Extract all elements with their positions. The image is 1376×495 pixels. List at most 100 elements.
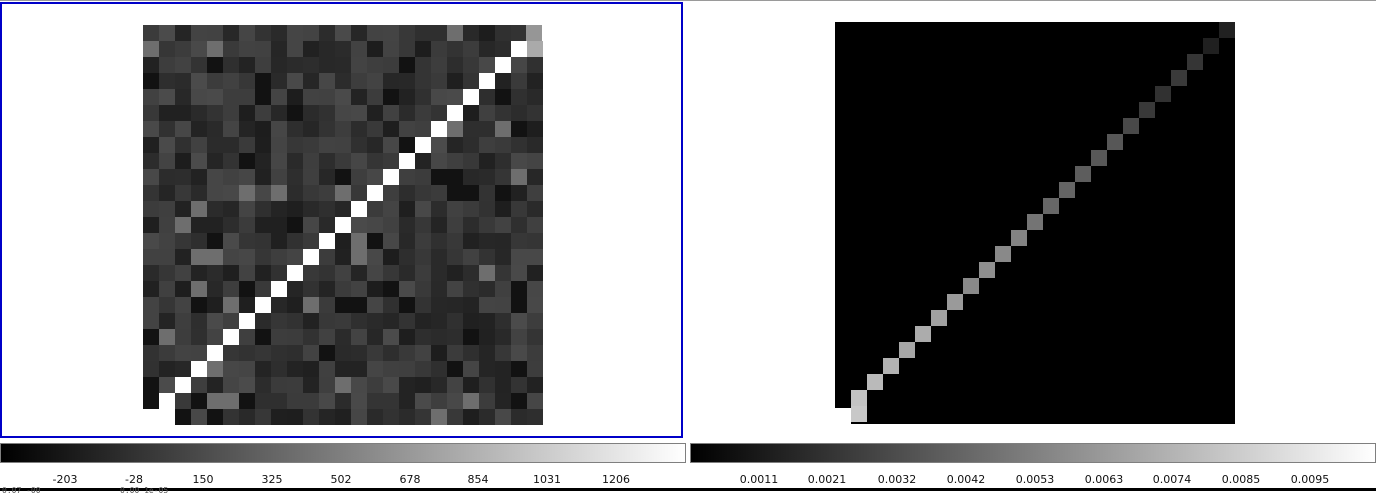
matrix-cell <box>399 249 415 265</box>
matrix-cell <box>159 329 175 345</box>
matrix-cell <box>527 281 543 297</box>
matrix-cell <box>383 393 399 409</box>
matrix-cell <box>143 169 159 185</box>
matrix-cell <box>143 233 159 249</box>
matrix-cell <box>319 185 335 201</box>
matrix-cell <box>287 217 303 233</box>
matrix-cell <box>415 169 431 185</box>
left-colorbar[interactable] <box>0 443 686 463</box>
matrix-cell <box>303 89 319 105</box>
matrix-cell <box>143 377 159 393</box>
matrix-cell <box>415 201 431 217</box>
matrix-cell <box>335 169 351 185</box>
matrix-cell <box>495 121 511 137</box>
matrix-cell <box>303 185 319 201</box>
matrix-cell <box>143 361 159 377</box>
matrix-cell <box>319 329 335 345</box>
matrix-cell <box>463 153 479 169</box>
matrix-cell <box>287 377 303 393</box>
matrix-cell <box>447 233 463 249</box>
right-colorbar-tick: 0.0011 <box>739 473 779 486</box>
matrix-cell <box>223 345 239 361</box>
matrix-cell <box>399 361 415 377</box>
matrix-cell <box>287 201 303 217</box>
matrix-cell <box>143 57 159 73</box>
matrix-cell <box>495 73 511 89</box>
matrix-cell <box>319 153 335 169</box>
matrix-cell <box>255 105 271 121</box>
matrix-cell <box>159 41 175 57</box>
matrix-cell <box>319 121 335 137</box>
matrix-cell <box>511 217 527 233</box>
matrix-cell <box>415 137 431 153</box>
matrix-cell <box>175 25 191 41</box>
left-image-panel[interactable] <box>0 2 683 438</box>
matrix-cell <box>255 121 271 137</box>
matrix-cell <box>431 249 447 265</box>
matrix-cell <box>271 89 287 105</box>
matrix-cell <box>511 329 527 345</box>
matrix-cell <box>287 281 303 297</box>
matrix-cell <box>415 89 431 105</box>
matrix-cell <box>159 121 175 137</box>
diagonal-cell <box>851 390 867 406</box>
covariance-matrix-image[interactable] <box>141 23 543 425</box>
matrix-cell <box>207 41 223 57</box>
right-image-panel[interactable] <box>688 2 1376 438</box>
matrix-cell <box>319 249 335 265</box>
matrix-cell <box>271 121 287 137</box>
matrix-cell <box>143 153 159 169</box>
diagonal-matrix-image[interactable] <box>835 22 1235 424</box>
matrix-cell <box>511 105 527 121</box>
matrix-cell <box>463 137 479 153</box>
matrix-cell <box>383 345 399 361</box>
matrix-cell <box>159 345 175 361</box>
matrix-cell <box>303 105 319 121</box>
matrix-cell <box>527 169 543 185</box>
matrix-cell <box>431 153 447 169</box>
matrix-cell <box>239 169 255 185</box>
matrix-cell <box>239 361 255 377</box>
matrix-cell <box>175 217 191 233</box>
matrix-cell <box>191 233 207 249</box>
left-colorbar-tick: 1031 <box>533 473 561 486</box>
matrix-cell <box>319 105 335 121</box>
matrix-cell <box>415 153 431 169</box>
matrix-cell <box>335 393 351 409</box>
matrix-cell <box>383 201 399 217</box>
matrix-cell <box>495 169 511 185</box>
matrix-cell <box>143 25 159 41</box>
matrix-cell <box>415 313 431 329</box>
matrix-cell <box>383 361 399 377</box>
left-colorbar-tick: 678 <box>399 473 421 486</box>
right-colorbar[interactable] <box>690 443 1376 463</box>
matrix-cell <box>271 57 287 73</box>
matrix-cell <box>255 329 271 345</box>
matrix-cell <box>511 153 527 169</box>
matrix-cell <box>319 89 335 105</box>
diagonal-cell <box>1011 230 1027 246</box>
matrix-cell <box>159 169 175 185</box>
matrix-cell <box>303 265 319 281</box>
right-colorbar-tick: 0.0063 <box>1084 473 1124 486</box>
matrix-cell <box>399 377 415 393</box>
matrix-cell <box>447 201 463 217</box>
matrix-cell <box>399 281 415 297</box>
matrix-cell <box>479 361 495 377</box>
matrix-cell <box>271 137 287 153</box>
matrix-cell <box>335 137 351 153</box>
matrix-cell <box>207 249 223 265</box>
matrix-cell <box>383 249 399 265</box>
diagonal-cell <box>1075 166 1091 182</box>
matrix-cell <box>223 57 239 73</box>
matrix-cell <box>399 393 415 409</box>
matrix-cell <box>191 121 207 137</box>
matrix-cell <box>319 137 335 153</box>
matrix-cell <box>495 377 511 393</box>
matrix-cell <box>351 249 367 265</box>
matrix-cell <box>239 409 255 425</box>
matrix-cell <box>207 297 223 313</box>
matrix-cell <box>367 249 383 265</box>
matrix-cell <box>191 361 207 377</box>
matrix-cell <box>175 297 191 313</box>
